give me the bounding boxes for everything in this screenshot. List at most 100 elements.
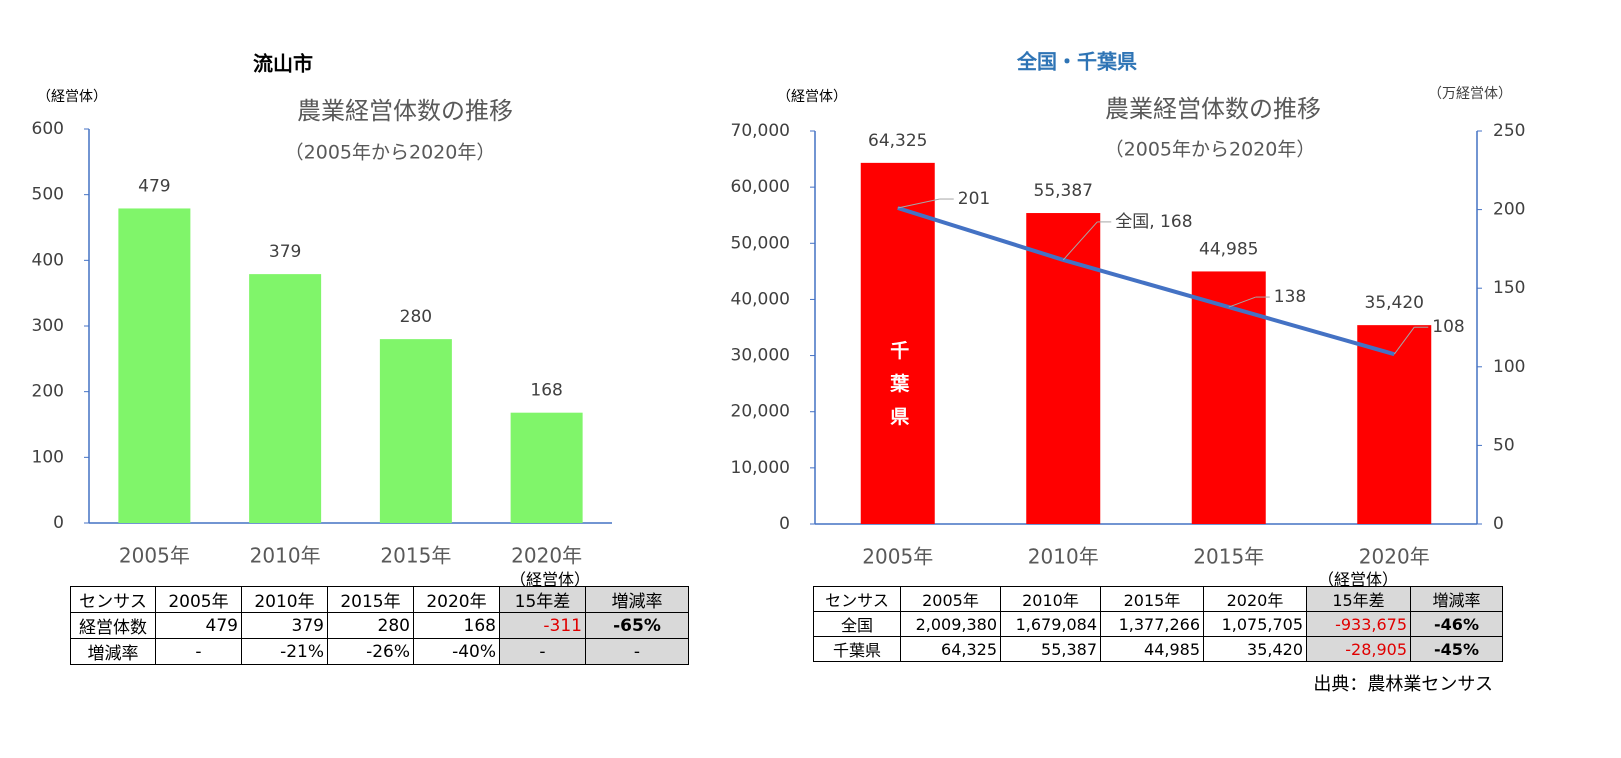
cell: 2020年 (413, 586, 500, 613)
table-header: センサス 2005年 2010年 2015年 2020年 15年差 増減率 (70, 586, 689, 613)
leader-line (897, 198, 940, 209)
cell: 15年差 (1306, 586, 1411, 612)
x-tick-label: 2015年 (380, 544, 451, 568)
cell: センサス (70, 586, 156, 613)
y-tick-label: 30,000 (731, 346, 790, 366)
bar (860, 162, 935, 524)
table-row: 千葉県 64,325 55,387 44,985 35,420 -28,905 -45% (813, 636, 1503, 662)
table-row: 増減率 - -21% -26% -40% - - (70, 638, 689, 665)
y-tick-label: 300 (32, 316, 64, 336)
value-label: 全国, 168 (1115, 212, 1192, 232)
cell: 経営体数 (70, 612, 156, 639)
y-tick-label: 100 (32, 447, 64, 467)
y-tick-label: 20,000 (731, 402, 790, 422)
x-tick-label: 2005年 (119, 544, 190, 568)
cell: 15年差 (499, 586, 586, 613)
value-label: 64,325 (868, 131, 927, 151)
cell: 2015年 (327, 586, 414, 613)
cell: 1,075,705 (1203, 611, 1307, 637)
cell: 全国 (813, 611, 901, 637)
cell: 増減率 (1410, 586, 1503, 612)
cell: - (585, 638, 689, 665)
cell: 168 (413, 612, 500, 639)
series-label: 千葉県 (887, 340, 910, 439)
y-tick-label: 400 (32, 250, 64, 270)
bar (1357, 325, 1432, 524)
chart-subtitle: （2005年から2020年） (1105, 139, 1316, 161)
cell: -26% (327, 638, 414, 665)
cell: -21% (241, 638, 328, 665)
value-label: 55,387 (1034, 181, 1093, 201)
heading: 全国・千葉県 (1016, 50, 1137, 74)
cell: -46% (1410, 611, 1503, 637)
value-label: 138 (1274, 287, 1306, 307)
cell: 280 (327, 612, 414, 639)
x-tick-label: 2020年 (1359, 545, 1430, 569)
cell: 1,377,266 (1100, 611, 1204, 637)
cell: -933,675 (1306, 611, 1411, 637)
y-tick-label: 600 (32, 119, 64, 139)
y2-tick-label: 0 (1493, 514, 1504, 534)
table: センサス 2005年 2010年 2015年 2020年 15年差 増減率 経営体数 479 3… (70, 586, 689, 665)
cell: - (499, 638, 586, 665)
cell: - (155, 638, 242, 665)
cell: 379 (241, 612, 328, 639)
bar (249, 274, 322, 523)
chart-subtitle: （2005年から2020年） (285, 142, 496, 164)
chart-title: 農業経営体数の推移 (1105, 95, 1321, 123)
y2-tick-label: 150 (1493, 278, 1525, 298)
y2-tick-label: 50 (1493, 435, 1515, 455)
heading: 流山市 (253, 52, 313, 76)
table-row: 経営体数 479 379 280 168 -311 -65% (70, 612, 689, 639)
table: センサス 2005年 2010年 2015年 2020年 15年差 増減率 全国 2,009,… (813, 586, 1503, 662)
x-tick-label: 2010年 (1028, 545, 1099, 569)
y-tick-label: 70,000 (731, 121, 790, 141)
bar (118, 208, 191, 523)
cell: -40% (413, 638, 500, 665)
cell: 55,387 (1000, 636, 1101, 662)
value-label: 44,985 (1199, 239, 1258, 259)
table-unit: （経営体） (1318, 570, 1399, 589)
x-tick-label: 2010年 (250, 544, 321, 568)
value-label: 479 (138, 176, 170, 196)
y-tick-label: 0 (779, 514, 790, 534)
x-tick-label: 2020年 (511, 544, 582, 568)
cell: 1,679,084 (1000, 611, 1101, 637)
value-label: 379 (269, 242, 301, 262)
cell: -45% (1410, 636, 1503, 662)
leader-line (1393, 326, 1415, 355)
cell: -28,905 (1306, 636, 1411, 662)
cell: 35,420 (1203, 636, 1307, 662)
value-label: 35,420 (1365, 293, 1424, 313)
cell: 479 (155, 612, 242, 639)
leader-line (1228, 296, 1256, 308)
cell: 2010年 (1000, 586, 1101, 612)
cell: 64,325 (900, 636, 1001, 662)
source: 出典：農林業センサス (1313, 674, 1493, 695)
chart-title: 農業経営体数の推移 (297, 97, 513, 125)
bar (1191, 271, 1266, 524)
y-label: （経営体） (37, 89, 107, 105)
x-tick-label: 2015年 (1193, 545, 1264, 569)
table-row: 全国 2,009,380 1,679,084 1,377,266 1,075,705 -9… (813, 611, 1503, 637)
line (897, 206, 1395, 357)
y-tick-label: 40,000 (731, 289, 790, 309)
cell: 2015年 (1100, 586, 1204, 612)
leader-line (1062, 221, 1098, 261)
cell: -65% (585, 612, 689, 639)
table-header: センサス 2005年 2010年 2015年 2020年 15年差 増減率 (813, 586, 1503, 612)
cell: -311 (499, 612, 586, 639)
y2-label: （万経営体） (1428, 86, 1512, 102)
y-tick-label: 200 (32, 382, 64, 402)
cell: 44,985 (1100, 636, 1204, 662)
cell: 増減率 (585, 586, 689, 613)
y-tick-label: 10,000 (731, 458, 790, 478)
y2-tick-label: 250 (1493, 121, 1525, 141)
bar (379, 339, 452, 523)
table-unit: （経営体） (510, 570, 591, 589)
cell: 2005年 (155, 586, 242, 613)
value-label: 168 (530, 381, 562, 401)
y-label: （経営体） (777, 89, 847, 105)
cell: 千葉県 (813, 636, 901, 662)
